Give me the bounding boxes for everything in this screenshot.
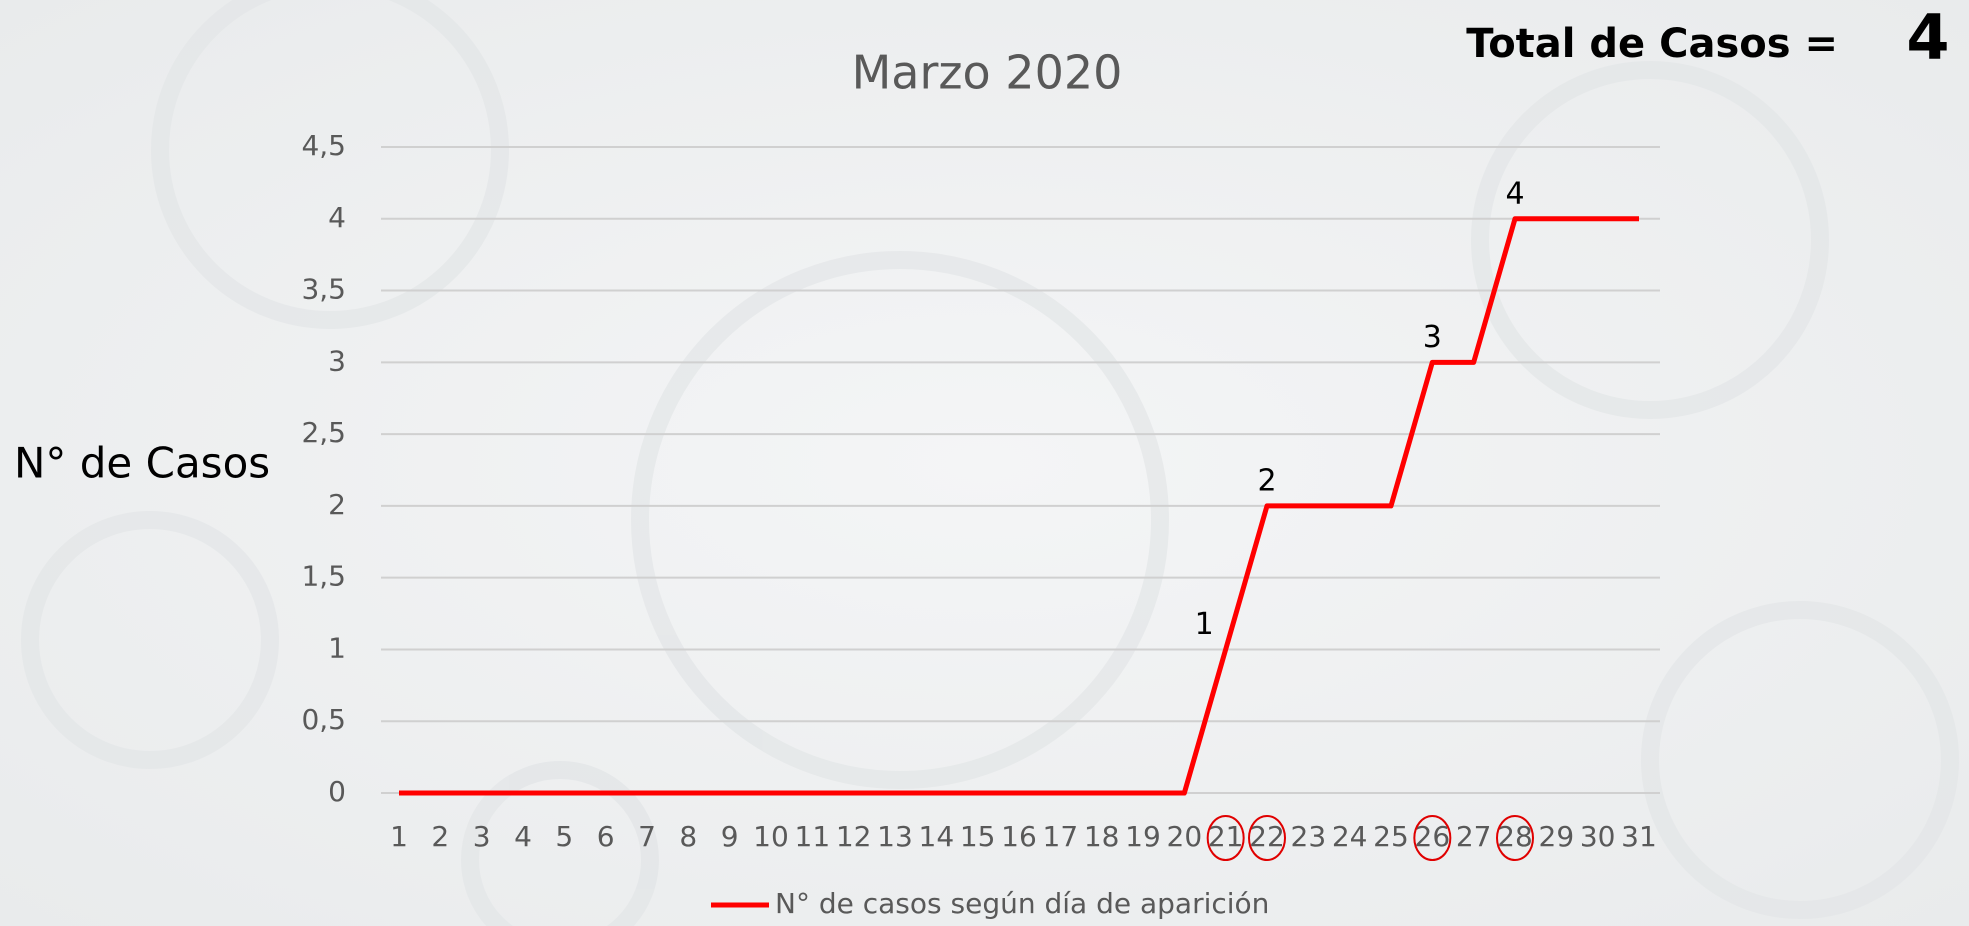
x-tick-label: 8: [679, 820, 697, 853]
x-tick-label: 7: [638, 820, 656, 853]
x-tick-label: 15: [960, 820, 996, 853]
x-tick-label: 16: [1001, 820, 1037, 853]
x-tick-label: 28: [1497, 820, 1533, 853]
y-tick-label: 0,5: [301, 703, 346, 736]
data-label: 2: [1257, 463, 1276, 498]
x-tick-label: 5: [555, 820, 573, 853]
chart-title: Marzo 2020: [852, 46, 1123, 100]
highlight-circle: [1248, 815, 1286, 861]
y-tick-label: 3,5: [301, 273, 346, 306]
total-value: 4: [1906, 1, 1949, 74]
x-tick-label: 14: [919, 820, 955, 853]
x-tick-label: 21: [1208, 820, 1244, 853]
x-tick-label: 23: [1291, 820, 1327, 853]
legend-label: N° de casos según día de aparición: [775, 887, 1269, 920]
x-tick-label: 19: [1125, 820, 1161, 853]
x-tick-label: 27: [1456, 820, 1492, 853]
y-tick-label: 3: [328, 344, 346, 377]
x-tick-label: 26: [1415, 820, 1451, 853]
x-tick-label: 9: [721, 820, 739, 853]
x-tick-label: 10: [753, 820, 789, 853]
data-label: 4: [1505, 176, 1524, 211]
x-tick-label: 20: [1167, 820, 1203, 853]
x-tick-label: 30: [1580, 820, 1616, 853]
y-tick-label: 4,5: [301, 129, 346, 162]
line: [399, 216, 1639, 796]
x-tick-label: 11: [795, 820, 831, 853]
y-tick-label: 1,5: [301, 560, 346, 593]
x-tick-label: 22: [1249, 820, 1285, 853]
x-tick-label: 13: [877, 820, 913, 853]
highlight-circle: [1413, 815, 1452, 861]
x-tick-label: 29: [1539, 820, 1575, 853]
y-tick-label: 2,5: [301, 416, 346, 449]
background-pattern: [21, 0, 1959, 926]
x-tick-label: 24: [1332, 820, 1368, 853]
data-label: 3: [1423, 320, 1442, 355]
x-tick-label: 1: [390, 820, 408, 853]
x-tick-label: 3: [473, 820, 491, 853]
x-tick-label: 17: [1043, 820, 1079, 853]
x-tick-label: 31: [1621, 820, 1657, 853]
x-tick-label: 4: [514, 820, 532, 853]
y-tick-label: 1: [328, 631, 346, 664]
highlight-circle: [1496, 815, 1534, 861]
x-tick-label: 2: [431, 820, 449, 853]
y-tick-label: 0: [328, 775, 346, 808]
highlight-circle: [1206, 815, 1245, 861]
x-tick-label: 18: [1084, 820, 1120, 853]
x-tick-label: 25: [1373, 820, 1409, 853]
y-tick-label: 2: [328, 488, 346, 521]
data-label: 1: [1195, 607, 1214, 642]
total-label: Total de Casos =: [1466, 21, 1838, 67]
y-tick-label: 4: [328, 201, 346, 234]
x-tick-label: 12: [836, 820, 872, 853]
x-tick-label: 6: [597, 820, 615, 853]
y-axis-label: N° de Casos: [14, 439, 270, 488]
